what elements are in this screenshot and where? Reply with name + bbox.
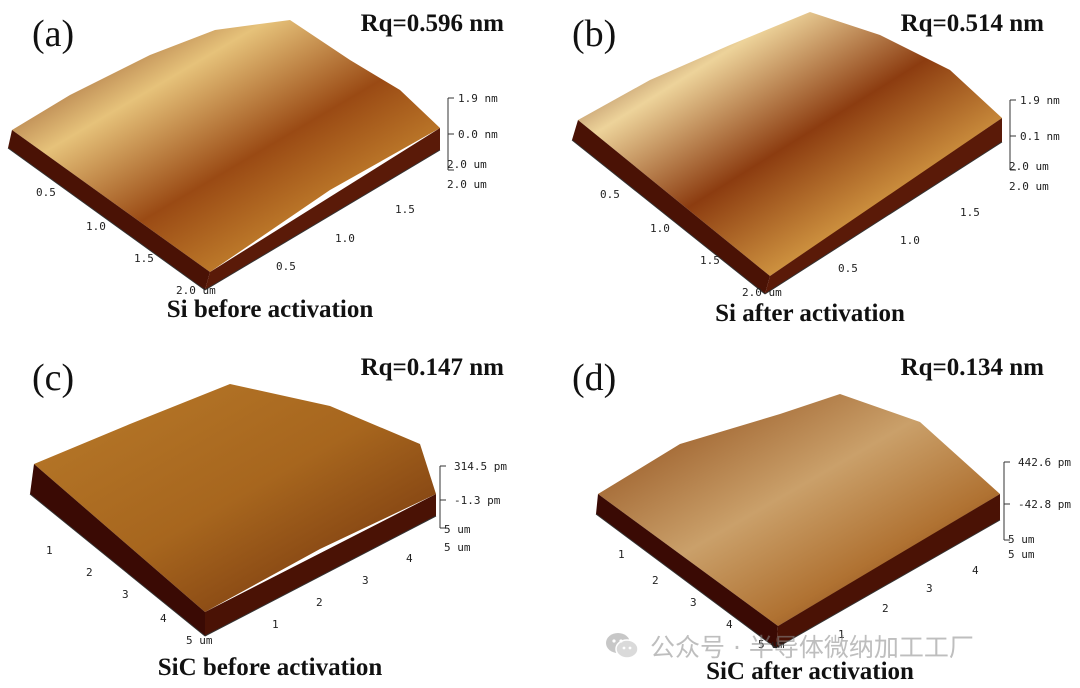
panel-letter: (c) xyxy=(32,357,75,399)
surface-front-right xyxy=(776,494,1000,648)
tick-right-3: 1.5 xyxy=(395,203,415,216)
tick-right-1: 0.5 xyxy=(838,262,858,275)
panel-letter: (a) xyxy=(32,13,75,55)
rq-value: Rq=0.514 nm xyxy=(900,10,1044,37)
axis-end-label-top: 2.0 um xyxy=(1009,160,1049,173)
afm-surface-plot: 442.6 pm -42.8 pm 5 um 5 um 1 2 3 4 5 um… xyxy=(595,394,1071,651)
wechat-icon xyxy=(606,633,639,659)
tick-right-2: 1.0 xyxy=(335,232,355,245)
tick-left-2: 2 xyxy=(86,566,93,579)
tick-left-1: 0.5 xyxy=(600,188,620,201)
surface-front-right xyxy=(205,128,440,290)
surface-front-left xyxy=(8,130,210,290)
panel-letter: (d) xyxy=(572,357,617,399)
tick-left-3: 1.5 xyxy=(134,252,154,265)
axis-end-label-top: 5 um xyxy=(1008,533,1035,546)
afm-panel-d: 442.6 pm -42.8 pm 5 um 5 um 1 2 3 4 5 um… xyxy=(540,344,1080,688)
z-mid-label: -42.8 pm xyxy=(1018,498,1071,511)
surface-top xyxy=(598,394,1000,626)
tick-right-1: 0.5 xyxy=(276,260,296,273)
surface-top xyxy=(578,12,1002,276)
z-max-label: 1.9 nm xyxy=(1020,94,1060,107)
rq-value: Rq=0.147 nm xyxy=(360,354,504,381)
surface-front-right xyxy=(205,494,436,636)
surface-front-right xyxy=(765,118,1002,294)
axis-end-label-bottom: 5 um xyxy=(1008,548,1035,561)
tick-left-3: 3 xyxy=(122,588,129,601)
panel-caption: SiC after activation xyxy=(706,658,914,685)
axis-end-label-top: 5 um xyxy=(444,523,471,536)
surface-front-left xyxy=(572,120,770,294)
panel-letter: (b) xyxy=(572,13,617,55)
tick-right-3: 3 xyxy=(362,574,369,587)
afm-surface-plot: 1.9 nm 0.1 nm 2.0 um 2.0 um 0.5 1.0 1.5 … xyxy=(571,12,1060,299)
tick-right-4: 4 xyxy=(972,564,979,577)
rq-value: Rq=0.134 nm xyxy=(900,354,1044,381)
z-mid-label: -1.3 pm xyxy=(454,494,501,507)
tick-left-3: 1.5 xyxy=(700,254,720,267)
axis-end-label-bottom: 2.0 um xyxy=(447,178,487,191)
tick-right-3: 1.5 xyxy=(960,206,980,219)
afm-panel-c: 314.5 pm -1.3 pm 5 um 5 um 1 2 3 4 5 um … xyxy=(0,344,540,688)
tick-left-2: 1.0 xyxy=(86,220,106,233)
watermark-text: 公众号 · 半导体微纳加工工厂 xyxy=(650,633,974,662)
surface-front-left xyxy=(596,494,778,648)
tick-left-4: 2.0 um xyxy=(742,286,782,299)
z-max-label: 1.9 nm xyxy=(458,92,498,105)
tick-right-2: 2 xyxy=(316,596,323,609)
tick-right-1: 1 xyxy=(272,618,279,631)
tick-left-3: 3 xyxy=(690,596,697,609)
tick-left-2: 2 xyxy=(652,574,659,587)
tick-right-2: 1.0 xyxy=(900,234,920,247)
axis-end-label-bottom: 5 um xyxy=(444,541,471,554)
tick-right-1: 1 xyxy=(838,628,845,641)
afm-panel-b: 1.9 nm 0.1 nm 2.0 um 2.0 um 0.5 1.0 1.5 … xyxy=(540,0,1080,344)
z-mid-label: 0.1 nm xyxy=(1020,130,1060,143)
panel-caption: SiC before activation xyxy=(157,654,383,681)
afm-surface-plot: 1.9 nm 0.0 nm 2.0 um 2.0 um 0.5 1.0 1.5 … xyxy=(7,20,498,297)
tick-left-1: 0.5 xyxy=(36,186,56,199)
tick-right-4: 4 xyxy=(406,552,413,565)
panel-caption: Si after activation xyxy=(715,300,905,327)
rq-value: Rq=0.596 nm xyxy=(360,10,504,37)
tick-left-4: 4 xyxy=(726,618,733,631)
surface-top xyxy=(34,384,436,612)
axis-end-label-bottom: 2.0 um xyxy=(1009,180,1049,193)
tick-left-2: 1.0 xyxy=(650,222,670,235)
tick-right-2: 2 xyxy=(882,602,889,615)
tick-left-4: 2.0 um xyxy=(176,284,216,297)
surface-front-left xyxy=(30,464,205,636)
watermark: 公众号 · 半导体微纳加工工厂 xyxy=(604,626,974,666)
panel-caption: Si before activation xyxy=(166,296,374,323)
tick-left-1: 1 xyxy=(46,544,53,557)
surface-top xyxy=(12,20,440,272)
z-mid-label: 0.0 nm xyxy=(458,128,498,141)
z-max-label: 442.6 pm xyxy=(1018,456,1071,469)
tick-left-1: 1 xyxy=(618,548,625,561)
tick-left-5: 5 um xyxy=(758,638,785,651)
z-max-label: 314.5 pm xyxy=(454,460,507,473)
afm-surface-plot: 314.5 pm -1.3 pm 5 um 5 um 1 2 3 4 5 um … xyxy=(29,384,507,647)
tick-left-4: 4 xyxy=(160,612,167,625)
tick-left-5: 5 um xyxy=(186,634,213,647)
axis-end-label-top: 2.0 um xyxy=(447,158,487,171)
tick-right-3: 3 xyxy=(926,582,933,595)
afm-panel-a: 1.9 nm 0.0 nm 2.0 um 2.0 um 0.5 1.0 1.5 … xyxy=(0,0,540,344)
